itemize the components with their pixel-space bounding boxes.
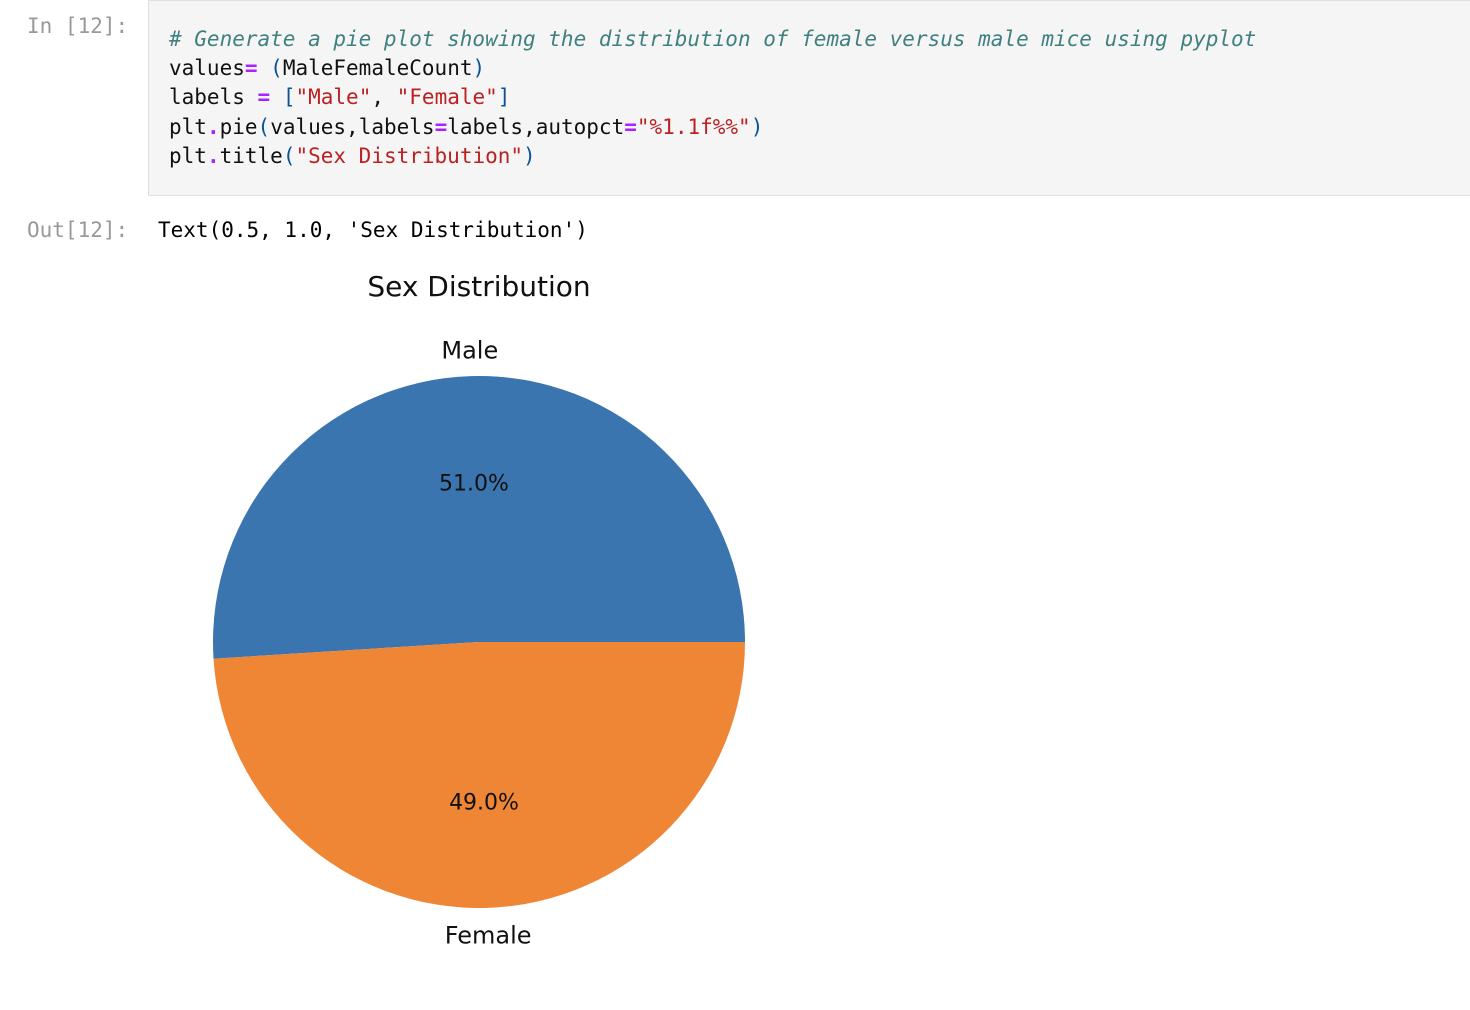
code-token: MaleFemaleCount — [282, 56, 473, 80]
output-prompt: Out[12]: — [27, 218, 129, 242]
code-token: ) — [523, 144, 536, 168]
code-line: labels = ["Male", "Female"] — [169, 85, 510, 109]
code-token: ) — [472, 56, 486, 80]
code-line: values= (MaleFemaleCount) — [169, 56, 485, 80]
input-prompt: In [12]: — [27, 14, 129, 38]
code-line: plt.pie(values,labels=labels,autopct="%1… — [169, 115, 763, 139]
code-token: . — [206, 144, 220, 168]
code-token: "Female" — [396, 85, 498, 109]
slice-percent-label: 51.0% — [439, 471, 509, 496]
code-token: # Generate a pie plot showing the distri… — [169, 27, 1257, 51]
chart-title: Sex Distribution — [367, 270, 590, 303]
code-token: labels,autopct — [447, 115, 625, 139]
code-token: . — [206, 115, 220, 139]
code-token: ) — [750, 115, 764, 139]
code-token: = — [257, 85, 271, 109]
code-token: "Male" — [295, 85, 372, 109]
code-token: "Sex Distribution" — [295, 144, 524, 168]
output-text: Text(0.5, 1.0, 'Sex Distribution') — [158, 218, 588, 242]
code-token: "%1.1f%%" — [636, 115, 751, 139]
code-token: [ — [282, 85, 296, 109]
code-token: values,labels — [270, 115, 435, 139]
code-token: = — [624, 115, 637, 139]
slice-label: Female — [445, 921, 532, 949]
code-line: plt.title("Sex Distribution") — [169, 144, 536, 168]
pie-slice-female — [213, 642, 745, 909]
code-line: # Generate a pie plot showing the distri… — [169, 27, 1256, 51]
code-cell[interactable]: # Generate a pie plot showing the distri… — [148, 0, 1470, 196]
code-token: = — [434, 115, 448, 139]
code-token: values — [169, 56, 245, 80]
code-token: plt — [169, 115, 207, 139]
pie-slice-male — [213, 376, 745, 659]
code-token: , — [371, 85, 397, 109]
code-token: ( — [257, 115, 271, 139]
code-token: = — [244, 56, 258, 80]
code-token: labels — [169, 85, 258, 109]
code-token: plt — [169, 144, 207, 168]
code-token: pie — [219, 115, 258, 139]
code-token: ] — [497, 85, 511, 109]
slice-label: Male — [441, 337, 498, 365]
code-token: title — [219, 144, 283, 168]
slice-percent-label: 49.0% — [449, 791, 519, 816]
code-token: ( — [282, 144, 296, 168]
code-token: ( — [270, 56, 283, 80]
